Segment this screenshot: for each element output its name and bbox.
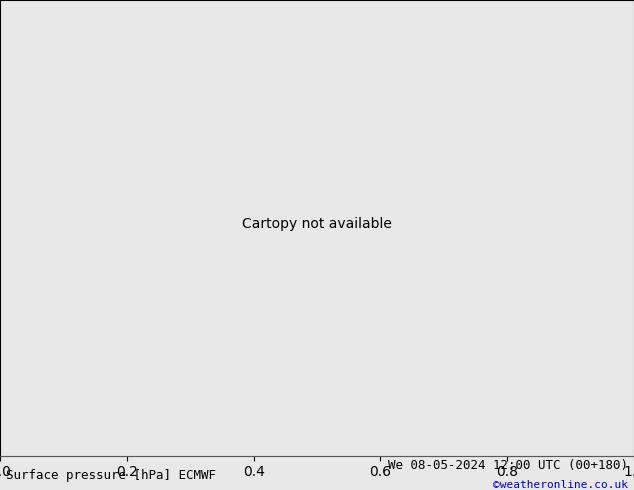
Text: We 08-05-2024 12:00 UTC (00+180): We 08-05-2024 12:00 UTC (00+180)	[387, 459, 628, 472]
Text: Cartopy not available: Cartopy not available	[242, 217, 392, 231]
Text: ©weatheronline.co.uk: ©weatheronline.co.uk	[493, 480, 628, 490]
Text: Surface pressure [hPa] ECMWF: Surface pressure [hPa] ECMWF	[6, 469, 216, 482]
